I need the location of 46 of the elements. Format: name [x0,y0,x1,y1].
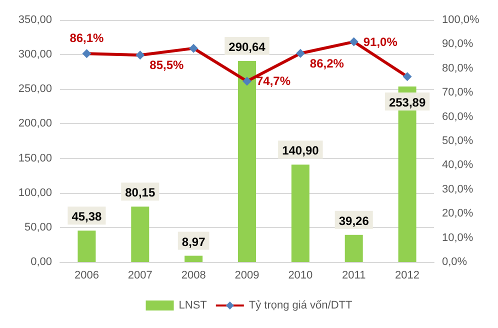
y2-tick-label: 10,0% [442,232,474,244]
data-label: 85,5% [150,58,184,72]
y-tick-label: 100,00 [18,186,52,199]
x-tick-label: 2010 [288,270,313,282]
y2-tick-label: 100,0% [442,14,480,26]
y-tick-label: 350,00 [18,14,52,26]
data-label: 8,97 [182,234,206,249]
y-tick-label: 250,00 [18,83,52,96]
bar [78,230,96,262]
y2-tick-label: 20,0% [442,208,474,220]
data-label: 39,26 [338,214,370,228]
y-tick-label: 150,00 [18,152,52,164]
bar [291,164,310,262]
legend-label: Tỷ trọng giá vốn/DTT [248,300,352,312]
legend-label: LNST [178,300,208,312]
y2-tick-label: 60,0% [442,110,474,123]
y2-tick-label: 90,0% [442,38,474,50]
x-tick-label: 2007 [128,270,152,282]
data-label: 45,38 [72,210,102,224]
x-tick-label: 2008 [181,270,206,282]
data-label: 86,2% [310,56,344,70]
data-label: 74,7% [256,74,291,88]
bar [131,206,150,262]
bar [184,256,203,262]
data-label: 290,64 [228,40,266,54]
y2-tick-label: 30,0% [442,183,474,196]
y2-tick-label: 0,0% [442,256,468,268]
y-tick-label: 50,00 [24,221,52,234]
data-label: 80,15 [125,186,156,200]
bar [344,234,363,262]
x-tick-label: 2009 [234,270,260,282]
bar [238,61,256,262]
x-tick-label: 2011 [342,270,366,282]
y-tick-label: 300,00 [18,48,52,61]
data-label: 91,0% [363,34,398,49]
x-tick-label: 2012 [395,270,420,282]
y-tick-label: 0,00 [30,256,52,268]
y2-tick-label: 50,0% [442,135,474,147]
y2-tick-label: 80,0% [442,62,474,74]
y2-tick-label: 70,0% [442,86,474,99]
data-label: 86,1% [70,31,104,46]
data-label: 140,90 [282,144,320,158]
data-label: 253,89 [388,95,426,110]
x-tick-label: 2006 [74,270,99,282]
y2-tick-label: 40,0% [442,159,474,172]
y-tick-label: 200,00 [18,118,52,130]
